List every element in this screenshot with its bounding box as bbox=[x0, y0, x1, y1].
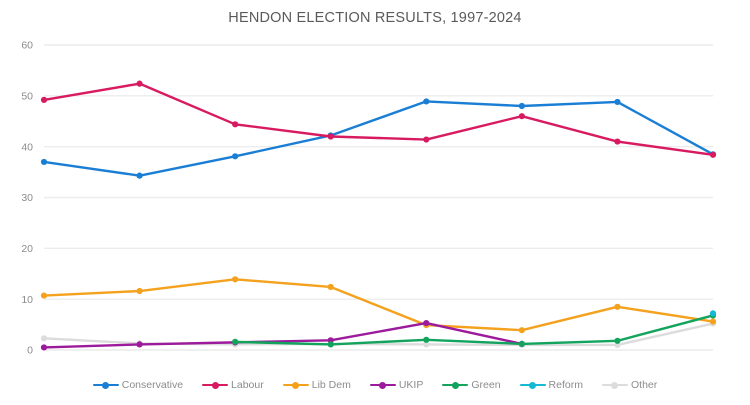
y-tick-label: 10 bbox=[21, 294, 33, 306]
series-labour bbox=[40, 80, 717, 158]
legend-swatch-icon bbox=[519, 380, 546, 390]
data-point[interactable] bbox=[327, 133, 334, 140]
data-point[interactable] bbox=[709, 151, 717, 158]
legend-swatch-icon bbox=[282, 380, 309, 390]
data-point[interactable] bbox=[423, 336, 430, 343]
legend-item-conservative[interactable]: Conservative bbox=[92, 379, 184, 391]
legend-label: Conservative bbox=[121, 379, 184, 391]
legend-item-ukip[interactable]: UKIP bbox=[369, 379, 424, 391]
data-series-group bbox=[40, 80, 717, 351]
y-tick-label: 20 bbox=[21, 243, 33, 255]
data-point[interactable] bbox=[136, 172, 143, 179]
data-point[interactable] bbox=[136, 287, 143, 295]
legend-marker bbox=[102, 381, 110, 389]
data-point[interactable] bbox=[40, 344, 48, 351]
y-axis-tick-labels: 0 10 20 30 40 50 60 bbox=[21, 40, 33, 355]
data-point[interactable] bbox=[614, 98, 621, 106]
chart-title: HENDON ELECTION RESULTS, 1997-2024 bbox=[228, 10, 522, 26]
legend-marker bbox=[529, 381, 537, 389]
data-point[interactable] bbox=[40, 292, 48, 299]
legend-marker bbox=[379, 381, 387, 389]
data-point[interactable] bbox=[327, 341, 334, 348]
data-point[interactable] bbox=[136, 341, 143, 348]
data-point[interactable] bbox=[423, 98, 430, 105]
series-reform bbox=[709, 310, 717, 317]
legend-swatch-icon bbox=[442, 380, 469, 390]
legend-item-reform[interactable]: Reform bbox=[519, 379, 583, 391]
data-point[interactable] bbox=[518, 340, 525, 347]
legend-marker bbox=[451, 381, 459, 389]
data-point[interactable] bbox=[614, 337, 621, 344]
data-point[interactable] bbox=[40, 96, 48, 103]
data-point[interactable] bbox=[232, 338, 239, 345]
legend-item-lib-dem[interactable]: Lib Dem bbox=[282, 379, 351, 391]
legend-item-other[interactable]: Other bbox=[601, 379, 658, 391]
series-line bbox=[42, 278, 715, 332]
data-point[interactable] bbox=[327, 283, 334, 291]
legend-label: Reform bbox=[548, 379, 583, 391]
data-point[interactable] bbox=[232, 121, 239, 128]
data-point[interactable] bbox=[232, 153, 239, 160]
legend-swatch-icon bbox=[202, 380, 229, 390]
data-point[interactable] bbox=[40, 158, 48, 166]
chart-legend: Conservative Labour Lib Dem UKIP Green Reform… bbox=[0, 379, 750, 391]
y-tick-label: 0 bbox=[27, 345, 33, 355]
series-line bbox=[42, 100, 715, 177]
legend-marker bbox=[211, 381, 219, 389]
legend-label: UKIP bbox=[398, 379, 424, 391]
data-point[interactable] bbox=[518, 102, 525, 110]
data-point[interactable] bbox=[40, 335, 48, 342]
legend-swatch-icon bbox=[369, 380, 396, 390]
legend-marker bbox=[611, 381, 619, 389]
y-tick-label: 60 bbox=[21, 40, 33, 52]
y-tick-label: 40 bbox=[21, 141, 33, 153]
data-point[interactable] bbox=[423, 319, 430, 327]
series-lib-dem bbox=[40, 276, 717, 334]
legend-marker bbox=[292, 381, 300, 389]
gridlines bbox=[44, 44, 713, 351]
data-point[interactable] bbox=[709, 318, 717, 325]
legend-item-labour[interactable]: Labour bbox=[202, 379, 264, 391]
data-point[interactable] bbox=[614, 303, 621, 310]
legend-label: Lib Dem bbox=[311, 379, 351, 391]
legend-swatch-icon bbox=[601, 380, 628, 390]
legend-item-green[interactable]: Green bbox=[442, 379, 501, 391]
legend-swatch-icon bbox=[92, 380, 119, 390]
legend-label: Other bbox=[630, 379, 658, 391]
y-tick-label: 30 bbox=[21, 192, 33, 204]
legend-label: Green bbox=[471, 379, 501, 391]
data-point[interactable] bbox=[518, 113, 525, 120]
series-line bbox=[233, 314, 715, 346]
data-point[interactable] bbox=[518, 327, 525, 334]
series-green bbox=[232, 312, 717, 348]
data-point[interactable] bbox=[423, 341, 430, 348]
data-point[interactable] bbox=[423, 136, 430, 143]
data-point[interactable] bbox=[232, 276, 239, 283]
data-point[interactable] bbox=[614, 138, 621, 145]
series-line bbox=[42, 82, 715, 157]
y-tick-label: 50 bbox=[21, 90, 33, 102]
data-point[interactable] bbox=[136, 80, 143, 87]
series-ukip bbox=[40, 319, 525, 351]
data-point[interactable] bbox=[709, 310, 717, 317]
legend-label: Labour bbox=[231, 379, 264, 391]
series-line bbox=[42, 321, 524, 349]
